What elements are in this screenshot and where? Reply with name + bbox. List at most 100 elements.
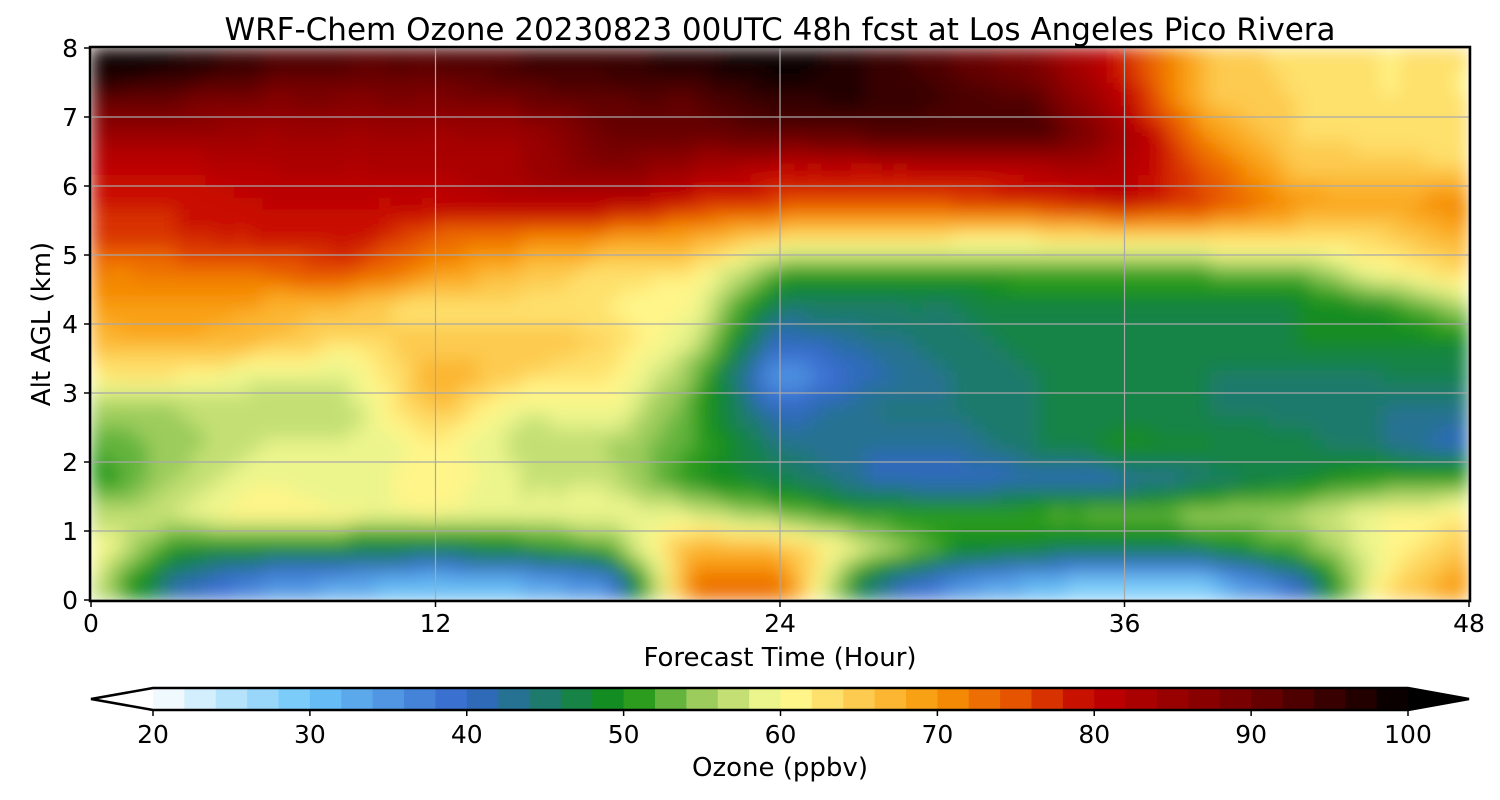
ozone-cell	[693, 507, 709, 521]
ozone-cell	[980, 403, 996, 417]
ozone-cell	[1396, 311, 1413, 325]
ozone-cell	[607, 564, 623, 578]
ozone-cell	[1166, 461, 1183, 475]
ozone-cell	[449, 208, 465, 222]
ozone-cell	[1310, 357, 1327, 371]
ozone-cell	[765, 93, 781, 107]
ozone-cell	[1296, 196, 1312, 210]
ozone-cell	[966, 116, 982, 130]
ozone-cell	[1267, 150, 1283, 164]
ozone-cell	[190, 403, 207, 417]
ozone-cell	[1224, 449, 1240, 463]
ozone-cell	[1195, 415, 1212, 429]
ozone-cell	[1037, 196, 1054, 210]
ozone-cell	[233, 530, 250, 544]
ozone-cell	[922, 323, 939, 337]
ozone-cell	[305, 265, 322, 279]
ozone-cell	[1439, 196, 1456, 210]
ozone-cell	[277, 277, 293, 291]
ozone-cell	[607, 219, 623, 233]
ozone-cell	[305, 104, 322, 118]
ozone-cell	[693, 288, 709, 302]
ozone-cell	[808, 392, 824, 406]
ozone-cell	[707, 277, 724, 291]
ozone-cell	[707, 541, 724, 555]
ozone-cell	[406, 58, 422, 72]
ozone-cell	[1181, 587, 1197, 600]
ozone-cell	[621, 541, 638, 555]
ozone-cell	[1353, 277, 1370, 291]
ozone-cell	[535, 185, 551, 199]
ozone-cell	[1023, 208, 1039, 222]
ozone-cell	[1410, 576, 1427, 590]
ozone-cell	[1195, 242, 1212, 256]
ozone-cell	[1367, 449, 1384, 463]
ozone-cell	[578, 277, 594, 291]
ozone-cell	[1267, 70, 1283, 84]
ozone-cell	[420, 357, 437, 371]
ozone-cell	[592, 104, 609, 118]
ozone-cell	[736, 150, 752, 164]
ozone-cell	[851, 58, 867, 72]
ozone-cell	[1123, 300, 1140, 314]
ozone-cell	[564, 277, 580, 291]
ozone-cell	[119, 288, 135, 302]
ozone-cell	[879, 116, 896, 130]
ozone-cell	[190, 461, 207, 475]
ozone-cell	[1224, 288, 1240, 302]
ozone-cell	[1224, 81, 1240, 95]
ozone-cell	[836, 426, 853, 440]
ozone-cell	[363, 173, 379, 187]
ozone-cell	[449, 162, 465, 176]
ozone-cell	[1281, 300, 1298, 314]
ozone-cell	[420, 219, 437, 233]
ozone-cell	[564, 426, 580, 440]
ozone-cell	[133, 449, 150, 463]
ozone-cell	[119, 173, 135, 187]
ozone-cell	[1123, 70, 1140, 84]
ozone-cell	[104, 461, 121, 475]
ozone-cell	[994, 323, 1011, 337]
ozone-cell	[205, 231, 221, 245]
ozone-cell	[1109, 334, 1126, 348]
ozone-cell	[721, 254, 738, 268]
ozone-cell	[808, 495, 824, 509]
ozone-cell	[1324, 472, 1341, 486]
ozone-cell	[1253, 438, 1269, 452]
ozone-cell	[506, 484, 523, 498]
ozone-cell	[1296, 564, 1312, 578]
ozone-cell	[851, 196, 867, 210]
ozone-cell	[707, 587, 724, 600]
ozone-cell	[1281, 472, 1298, 486]
ozone-cell	[91, 196, 106, 210]
ozone-cell	[506, 48, 523, 61]
ozone-cell	[463, 576, 480, 590]
ozone-cell	[1296, 81, 1312, 95]
ozone-cell	[506, 415, 523, 429]
ozone-cell	[1439, 311, 1456, 325]
ozone-cell	[535, 334, 551, 348]
ozone-cell	[822, 300, 839, 314]
ozone-cell	[1396, 288, 1413, 302]
ozone-cell	[1238, 104, 1255, 118]
ozone-cell	[133, 208, 150, 222]
ozone-cell	[1009, 219, 1025, 233]
ozone-cell	[966, 277, 982, 291]
ozone-cell	[808, 81, 824, 95]
ozone-cell	[1123, 564, 1140, 578]
ozone-cell	[291, 518, 307, 532]
ozone-cell	[1267, 196, 1283, 210]
ozone-cell	[463, 81, 480, 95]
ozone-cell	[1224, 334, 1240, 348]
ozone-cell	[305, 507, 322, 521]
ozone-cell	[1382, 277, 1398, 291]
ozone-cell	[592, 139, 609, 153]
ozone-cell	[1195, 139, 1212, 153]
ozone-cell	[119, 334, 135, 348]
ozone-cell	[808, 426, 824, 440]
ozone-cell	[1066, 208, 1083, 222]
ozone-cell	[1425, 415, 1441, 429]
ozone-cell	[951, 369, 968, 383]
ozone-cell	[607, 127, 623, 141]
ozone-cell	[506, 81, 523, 95]
